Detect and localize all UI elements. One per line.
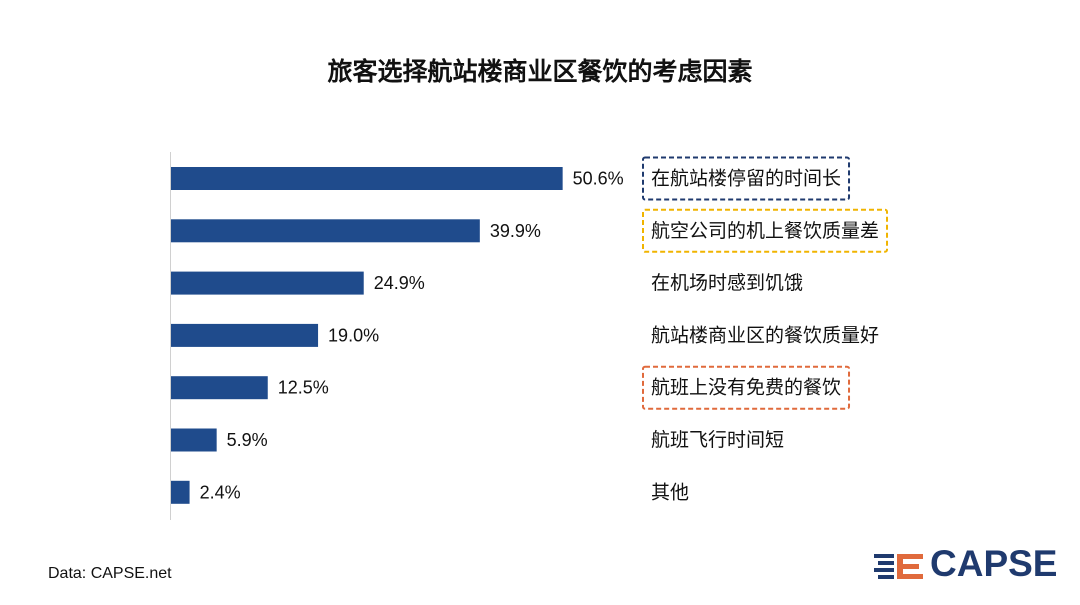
- category-label-5: 航班飞行时间短: [651, 429, 784, 451]
- data-source: Data: CAPSE.net: [48, 565, 172, 582]
- category-label-0: 在航站楼停留的时间长: [651, 168, 841, 190]
- logo-text: CAPSE: [930, 543, 1058, 584]
- value-label-1: 39.9%: [490, 221, 541, 241]
- capse-logo: CAPSE: [872, 542, 1062, 590]
- bar-3: [171, 323, 319, 347]
- category-label-2: 在机场时感到饥饿: [651, 272, 803, 294]
- bar-2: [171, 271, 364, 295]
- chart-title: 旅客选择航站楼商业区餐饮的考虑因素: [327, 57, 753, 86]
- category-label-1: 航空公司的机上餐饮质量差: [651, 220, 879, 242]
- value-label-6: 2.4%: [200, 482, 241, 502]
- bar-5: [171, 428, 217, 452]
- value-label-4: 12.5%: [278, 378, 329, 398]
- bar-0: [171, 167, 563, 190]
- value-label-5: 5.9%: [227, 430, 268, 450]
- value-label-3: 19.0%: [328, 325, 379, 345]
- value-label-2: 24.9%: [374, 273, 425, 293]
- bar-1: [171, 219, 480, 243]
- category-label-6: 其他: [651, 481, 689, 503]
- bar-6: [171, 480, 190, 504]
- bar-chart: 50.6% 在航站楼停留的时间长 39.9% 航空公司的机上餐饮质量差 24.9% 在机场…: [170, 152, 889, 520]
- highlight-box-0: [642, 156, 851, 201]
- category-label-4: 航班上没有免费的餐饮: [651, 377, 841, 399]
- highlight-box-1: [642, 208, 889, 253]
- capse-logo-icon: [874, 554, 923, 579]
- category-label-3: 航站楼商业区的餐饮质量好: [651, 324, 879, 346]
- value-label-0: 50.6%: [573, 169, 624, 189]
- highlight-box-4: [642, 365, 851, 410]
- bar-4: [171, 376, 268, 400]
